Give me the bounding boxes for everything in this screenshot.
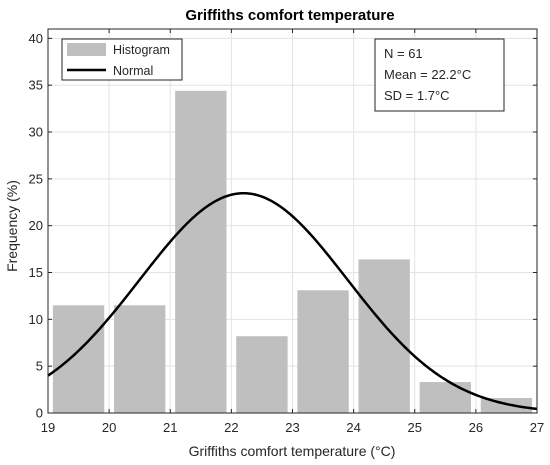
chart-title: Griffiths comfort temperature: [185, 7, 394, 24]
stats-sd: SD = 1.7°C: [384, 88, 450, 103]
histogram-bars: [52, 90, 533, 413]
x-axis-label: Griffiths comfort temperature (°C): [189, 443, 396, 459]
histogram-bar-1: [52, 305, 105, 413]
y-tick-label: 40: [29, 31, 43, 46]
x-tick-label: 20: [102, 420, 116, 435]
legend-histogram-swatch: [67, 43, 106, 56]
y-tick-label: 0: [36, 406, 43, 421]
y-tick-label: 15: [29, 265, 43, 280]
x-tick-label: 21: [163, 420, 177, 435]
normal-curve-line: [47, 191, 538, 411]
histogram-bar-2: [114, 305, 166, 413]
y-tick-label: 20: [29, 218, 43, 233]
x-tick-label: 24: [346, 420, 360, 435]
y-tick-label: 25: [29, 171, 43, 186]
x-tick-label: 22: [224, 420, 238, 435]
y-axis-label: Frequency (%): [4, 180, 20, 272]
legend-histogram-label: Histogram: [113, 43, 170, 57]
stats-n: N = 61: [384, 46, 423, 61]
x-tick-label: 26: [469, 420, 483, 435]
histogram-bar-4: [236, 336, 288, 413]
x-tick-label: 27: [530, 420, 544, 435]
x-tick-label: 23: [285, 420, 299, 435]
legend: Histogram Normal: [61, 38, 183, 81]
legend-normal-label: Normal: [113, 64, 153, 78]
stats-box: N = 61 Mean = 22.2°C SD = 1.7°C: [374, 38, 505, 112]
histogram-bar-7: [419, 382, 471, 413]
x-tick-label: 19: [41, 420, 55, 435]
histogram-bar-5: [297, 290, 349, 413]
y-tick-label: 10: [29, 312, 43, 327]
axis-ticks: 19 20 21 22 23 24 25 26 27 0 5 10 15 20 25 30 35 40: [29, 29, 544, 435]
stats-mean: Mean = 22.2°C: [384, 67, 471, 82]
y-tick-label: 5: [36, 359, 43, 374]
y-tick-label: 35: [29, 78, 43, 93]
x-tick-label: 25: [408, 420, 422, 435]
stats-box-frame: [374, 38, 505, 112]
histogram-bar-6: [358, 259, 410, 413]
histogram-bar-3: [175, 90, 227, 413]
normal-curve: [47, 191, 538, 411]
y-tick-label: 30: [29, 125, 43, 140]
